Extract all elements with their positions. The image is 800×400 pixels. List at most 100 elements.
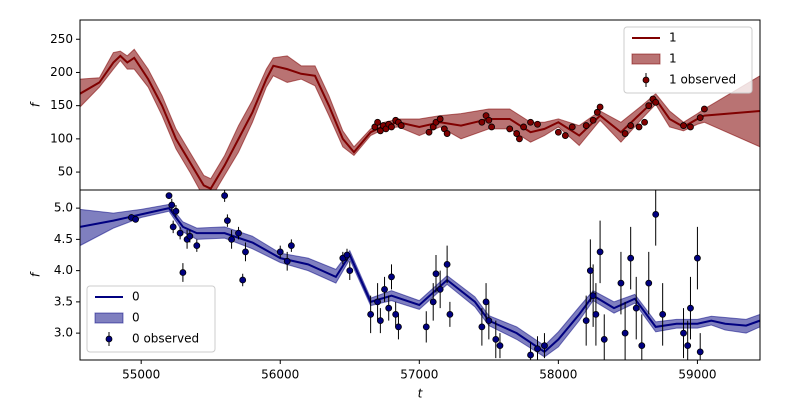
y-tick-label: 4.0 <box>54 263 73 277</box>
observed-point <box>395 323 402 331</box>
observed-point <box>169 223 177 231</box>
observed-point <box>561 132 569 139</box>
observed-point <box>374 118 381 126</box>
observed-point <box>343 251 351 259</box>
y-tick-label: 50 <box>58 165 73 179</box>
observed-point <box>422 323 430 331</box>
y-tick-label: 250 <box>50 32 73 46</box>
observed-point <box>224 217 231 225</box>
observed-point <box>172 207 180 215</box>
observed-point <box>645 279 653 287</box>
legend-label: 0 <box>132 290 140 304</box>
y-tick-label: 4.5 <box>54 232 73 246</box>
legend-box <box>623 26 753 94</box>
legend-point <box>105 335 113 343</box>
observed-point <box>582 122 590 129</box>
legend-patch <box>631 53 661 65</box>
observed-point <box>228 235 235 243</box>
x-tick-label: 59000 <box>678 368 716 382</box>
observed-point <box>596 248 604 256</box>
observed-point <box>283 257 291 265</box>
observed-point <box>235 229 242 237</box>
observed-point <box>582 317 590 325</box>
observed-point <box>446 310 454 318</box>
observed-point <box>242 248 249 256</box>
y-tick-label: 100 <box>50 131 73 145</box>
observed-point <box>541 342 548 350</box>
observed-point <box>506 125 514 133</box>
observed-point <box>589 116 597 124</box>
legend-label: 0 observed <box>132 332 199 346</box>
legend-label: 1 <box>669 31 677 45</box>
observed-point <box>617 279 625 287</box>
observed-point <box>652 210 660 218</box>
plot-area <box>80 190 760 360</box>
observed-point <box>516 135 523 143</box>
observed-point <box>496 342 504 350</box>
observed-point <box>388 273 395 281</box>
observed-point <box>287 242 295 250</box>
observed-point <box>632 304 640 312</box>
observed-point <box>392 310 400 318</box>
observed-point <box>641 118 648 126</box>
observed-point <box>488 123 496 131</box>
observed-point <box>374 298 381 306</box>
observed-point <box>221 192 229 200</box>
observed-point <box>397 122 405 129</box>
observed-point <box>478 118 486 126</box>
y-tick-label: 150 <box>50 98 73 112</box>
observed-point <box>165 192 173 200</box>
observed-point <box>485 116 493 124</box>
observed-point <box>436 285 444 293</box>
observed-point <box>168 201 176 209</box>
observed-point <box>385 304 393 312</box>
observed-point <box>432 270 440 278</box>
observed-point <box>645 102 653 110</box>
observed-point <box>627 254 635 262</box>
observed-point <box>381 285 388 293</box>
observed-point <box>684 342 692 350</box>
observed-point <box>659 310 667 318</box>
observed-point <box>534 120 541 128</box>
x-tick-label: 55000 <box>122 368 160 382</box>
observed-point <box>376 317 384 325</box>
observed-point <box>485 317 493 325</box>
observed-point <box>568 123 576 131</box>
observed-point <box>513 130 521 137</box>
x-tick-label: 57000 <box>400 368 438 382</box>
observed-point <box>589 292 597 300</box>
observed-point <box>592 310 600 318</box>
observed-point <box>276 248 284 256</box>
observed-point <box>239 276 247 284</box>
observed-point <box>492 335 500 343</box>
observed-point <box>176 229 184 237</box>
observed-point <box>696 114 704 122</box>
observed-point <box>554 128 562 136</box>
observed-point <box>179 269 187 276</box>
observed-point <box>694 254 701 262</box>
observed-point <box>534 345 541 353</box>
observed-point <box>367 310 375 318</box>
observed-point <box>652 98 660 106</box>
observed-point <box>436 115 444 123</box>
observed-point <box>696 348 704 356</box>
y-axis-label: f <box>29 101 43 107</box>
observed-point <box>132 215 140 223</box>
observed-point <box>638 342 646 350</box>
observed-point <box>687 123 694 131</box>
observed-point <box>425 128 433 136</box>
observed-point <box>593 108 601 116</box>
observed-point <box>443 130 451 137</box>
observed-point <box>478 323 486 331</box>
observed-point <box>346 267 354 275</box>
observed-point <box>700 105 708 113</box>
observed-point <box>621 329 629 337</box>
observed-point <box>635 123 643 131</box>
x-axis-label: t <box>418 387 424 400</box>
observed-point <box>680 329 687 337</box>
line <box>80 207 760 354</box>
observed-point <box>596 103 604 111</box>
observed-point <box>520 123 527 131</box>
x-tick-label: 58000 <box>539 368 577 382</box>
